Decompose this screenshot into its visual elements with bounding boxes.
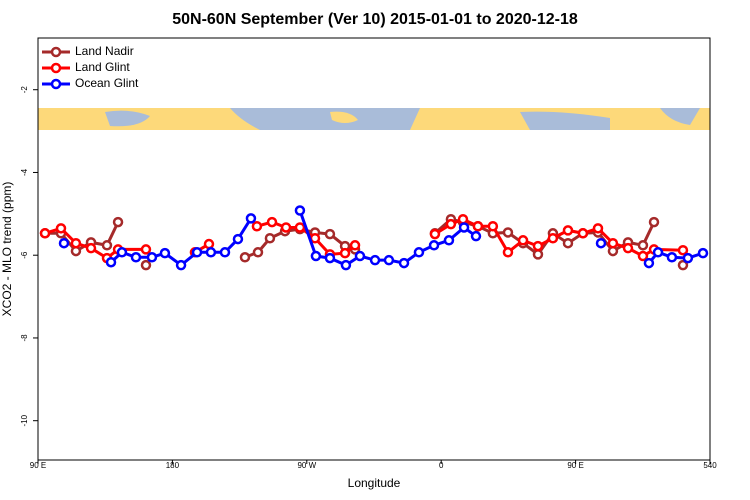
x-tick-label: 180 [166,461,180,470]
y-tick-label: -4 [20,168,29,176]
point [294,205,306,216]
x-tick-label: 540 [703,461,717,470]
point [458,222,470,233]
point [445,218,457,230]
point [175,259,187,271]
point [652,247,664,258]
point [637,240,649,251]
point [58,237,70,249]
point [595,237,607,249]
legend-marker [50,78,62,90]
point [643,257,655,269]
legend-label: Land Nadir [75,44,134,58]
point [239,252,251,263]
point [294,222,306,233]
point [252,247,264,258]
x-axis-label: Longitude [348,476,401,490]
point [502,247,514,258]
point [70,237,82,249]
point [264,232,276,244]
y-tick-label: -2 [20,86,29,94]
point [562,237,574,249]
point [666,252,678,263]
point [429,228,441,240]
point [443,235,455,246]
map-strip [38,108,710,130]
point [682,252,694,264]
point [562,225,574,236]
point [339,247,351,259]
point [55,223,67,234]
point [547,232,559,244]
point [637,250,649,262]
point [324,228,336,240]
point [622,242,634,254]
legend-marker [50,62,62,74]
point [677,259,689,271]
point [532,249,544,260]
y-tick-label: -8 [20,334,29,342]
y-tick-label: -10 [20,414,29,426]
point [251,220,263,232]
point [205,247,217,258]
point [398,257,410,269]
point [232,233,244,245]
point [324,252,336,264]
point [517,235,529,246]
point [266,216,278,228]
chart-title: 50N-60N September (Ver 10) 2015-01-01 to… [172,11,578,28]
point [472,220,484,232]
point [140,259,152,271]
point [607,237,619,249]
y-tick-label: -6 [20,251,29,259]
point [487,220,499,232]
point [140,244,152,255]
plot-frame [37,37,711,461]
point [39,228,51,239]
y-axis-label: XCO2 - MLO trend (ppm) [0,182,14,317]
x-tick-label: 0 [439,461,444,470]
legend-label: Land Glint [75,60,130,74]
point [219,247,231,258]
point [349,240,361,251]
point [457,213,469,225]
point [648,216,660,228]
point [159,247,171,259]
point [413,247,425,258]
point [340,259,352,271]
point [577,228,589,239]
point [592,223,604,234]
point [428,240,440,251]
point [130,252,142,263]
point [101,240,113,251]
point [85,242,97,254]
point [105,256,117,268]
point [116,247,128,258]
point [310,250,322,262]
point [203,238,215,250]
point [146,252,158,263]
legend-marker [50,46,62,58]
legend-label: Ocean Glint [75,76,139,90]
point [383,254,395,266]
x-tick-label: 90 E [567,461,583,470]
point [697,247,709,259]
point [502,227,514,238]
point [280,222,292,233]
point [369,254,381,266]
point [532,240,544,252]
point [191,247,203,258]
point [245,213,257,224]
point [677,244,689,256]
point [354,250,366,262]
point [112,216,124,228]
point [470,230,482,242]
x-tick-label: 90 W [297,461,316,470]
x-tick-label: 90 E [30,461,46,470]
